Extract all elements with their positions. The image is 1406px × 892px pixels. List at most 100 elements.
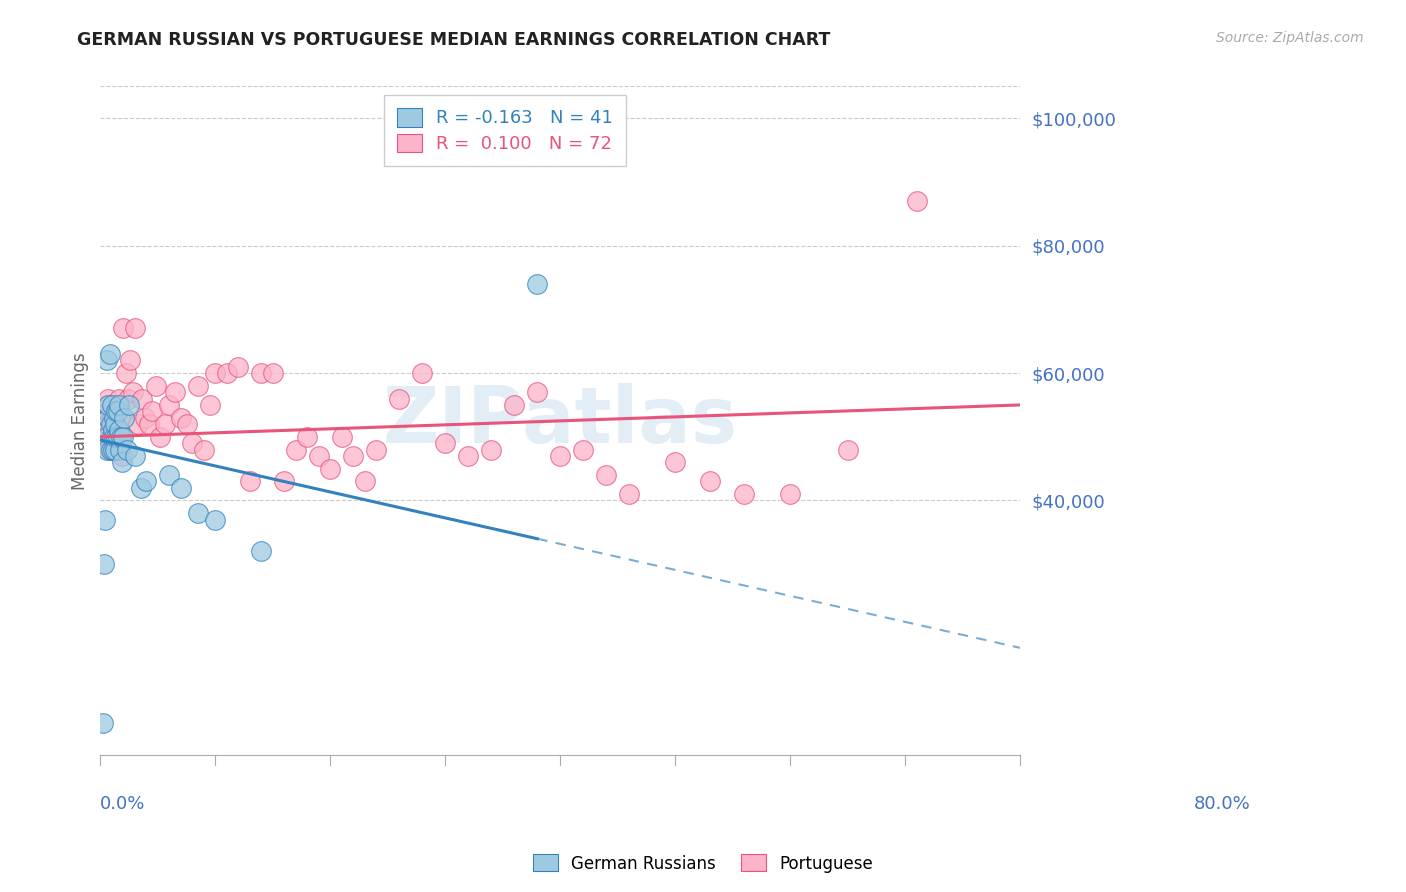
Point bbox=[94, 513, 117, 527]
Point bbox=[342, 449, 364, 463]
Point bbox=[97, 417, 120, 431]
Point bbox=[100, 430, 122, 444]
Point bbox=[93, 558, 115, 572]
Point bbox=[97, 398, 120, 412]
Point bbox=[262, 366, 284, 380]
Point bbox=[153, 417, 176, 431]
Point bbox=[112, 321, 135, 335]
Text: GERMAN RUSSIAN VS PORTUGUESE MEDIAN EARNINGS CORRELATION CHART: GERMAN RUSSIAN VS PORTUGUESE MEDIAN EARN… bbox=[77, 31, 831, 49]
Point bbox=[193, 442, 215, 457]
Point bbox=[101, 398, 124, 412]
Point bbox=[104, 417, 127, 431]
Text: 0.0%: 0.0% bbox=[100, 796, 146, 814]
Point bbox=[526, 277, 548, 291]
Y-axis label: Median Earnings: Median Earnings bbox=[72, 352, 89, 490]
Point bbox=[572, 442, 595, 457]
Point bbox=[239, 475, 262, 489]
Point bbox=[157, 468, 180, 483]
Point bbox=[149, 430, 172, 444]
Point bbox=[96, 353, 118, 368]
Point bbox=[105, 430, 128, 444]
Point bbox=[134, 410, 156, 425]
Point bbox=[181, 436, 204, 450]
Text: ZIPatlas: ZIPatlas bbox=[382, 383, 738, 458]
Point bbox=[319, 461, 342, 475]
Point bbox=[96, 442, 118, 457]
Point bbox=[124, 321, 146, 335]
Point bbox=[120, 353, 142, 368]
Point bbox=[141, 404, 163, 418]
Point bbox=[118, 398, 141, 412]
Point bbox=[353, 475, 375, 489]
Point bbox=[110, 430, 132, 444]
Point bbox=[101, 430, 124, 444]
Point bbox=[98, 347, 121, 361]
Point bbox=[837, 442, 859, 457]
Point bbox=[103, 430, 125, 444]
Point bbox=[170, 410, 193, 425]
Point bbox=[111, 455, 134, 469]
Point bbox=[110, 430, 132, 444]
Point bbox=[198, 398, 221, 412]
Point bbox=[104, 417, 127, 431]
Point bbox=[101, 442, 124, 457]
Point bbox=[91, 716, 114, 731]
Point bbox=[187, 506, 209, 520]
Point bbox=[107, 404, 129, 418]
Text: Source: ZipAtlas.com: Source: ZipAtlas.com bbox=[1216, 31, 1364, 45]
Point bbox=[97, 410, 120, 425]
Point bbox=[107, 436, 129, 450]
Point bbox=[101, 410, 124, 425]
Point bbox=[100, 442, 122, 457]
Point bbox=[107, 424, 129, 438]
Point bbox=[411, 366, 433, 380]
Point bbox=[94, 430, 117, 444]
Point bbox=[111, 449, 134, 463]
Point bbox=[124, 449, 146, 463]
Point bbox=[96, 398, 118, 412]
Point bbox=[115, 442, 138, 457]
Point bbox=[187, 379, 209, 393]
Point bbox=[548, 449, 571, 463]
Point bbox=[117, 392, 139, 406]
Point bbox=[157, 398, 180, 412]
Point bbox=[434, 436, 457, 450]
Point bbox=[112, 430, 135, 444]
Legend: R = -0.163   N = 41, R =  0.100   N = 72: R = -0.163 N = 41, R = 0.100 N = 72 bbox=[384, 95, 626, 166]
Point bbox=[479, 442, 502, 457]
Point bbox=[121, 385, 143, 400]
Point bbox=[250, 544, 273, 558]
Point bbox=[526, 385, 548, 400]
Point bbox=[145, 379, 167, 393]
Point bbox=[107, 430, 129, 444]
Point bbox=[699, 475, 721, 489]
Point bbox=[93, 410, 115, 425]
Point bbox=[108, 442, 131, 457]
Point bbox=[107, 398, 129, 412]
Point bbox=[273, 475, 295, 489]
Point bbox=[135, 475, 157, 489]
Point bbox=[595, 468, 617, 483]
Point bbox=[779, 487, 801, 501]
Point bbox=[138, 417, 160, 431]
Point bbox=[733, 487, 755, 501]
Point bbox=[176, 417, 198, 431]
Point bbox=[127, 417, 149, 431]
Point bbox=[105, 404, 128, 418]
Point bbox=[228, 359, 250, 374]
Point bbox=[94, 436, 117, 450]
Point bbox=[250, 366, 273, 380]
Point bbox=[114, 366, 136, 380]
Point bbox=[105, 398, 128, 412]
Point bbox=[664, 455, 686, 469]
Legend: German Russians, Portuguese: German Russians, Portuguese bbox=[526, 847, 880, 880]
Point bbox=[905, 194, 928, 208]
Point bbox=[104, 442, 127, 457]
Point bbox=[297, 430, 319, 444]
Point bbox=[204, 366, 226, 380]
Point bbox=[457, 449, 479, 463]
Point bbox=[108, 410, 131, 425]
Point bbox=[107, 392, 129, 406]
Point bbox=[114, 410, 136, 425]
Point bbox=[97, 392, 120, 406]
